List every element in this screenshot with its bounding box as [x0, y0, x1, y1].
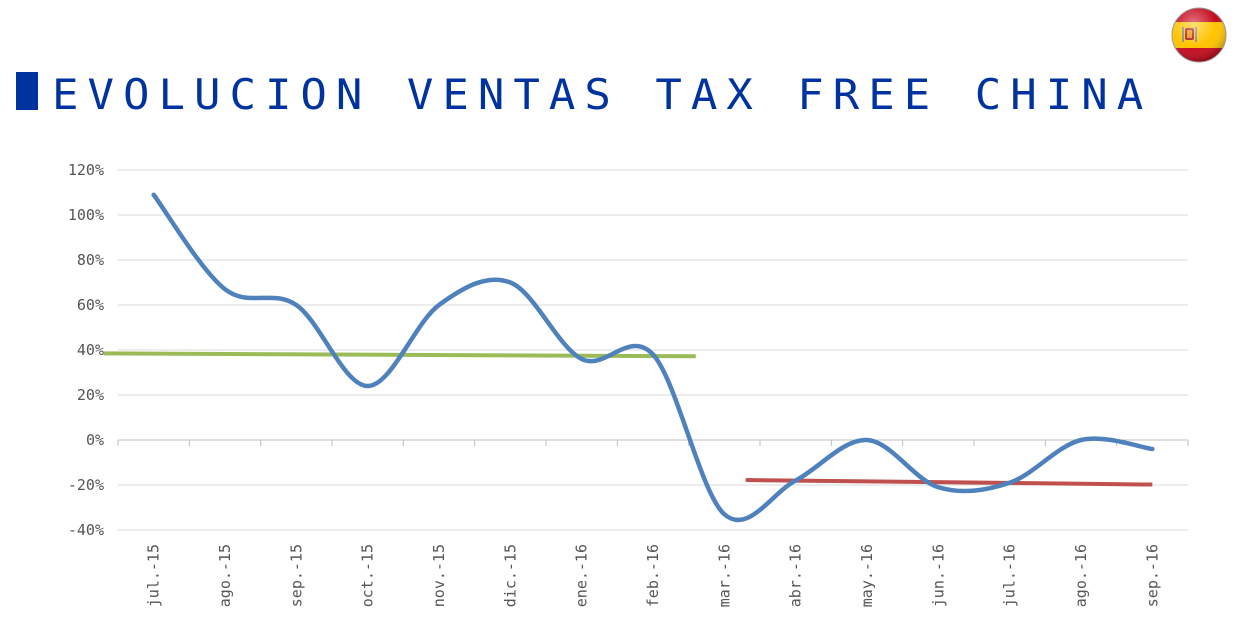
y-tick-label: 100% — [68, 206, 104, 224]
series-layer — [151, 192, 1155, 523]
spain-flag-icon — [1171, 7, 1227, 63]
x-tick-label: may.-16 — [858, 544, 876, 607]
x-axis-ticks: jul.-15 ago.-15 sep.-15 oct.-15 nov.-15 dic.-… — [145, 544, 1162, 607]
x-tick-label: jul.-16 — [1001, 544, 1019, 607]
y-tick-label: 80% — [77, 251, 104, 269]
x-tick-label: feb.-16 — [644, 544, 662, 607]
x-tick-label: sep.-15 — [287, 544, 305, 607]
page-title: EVOLUCION VENTAS TAX FREE CHINA — [52, 70, 1153, 120]
title-accent-block — [16, 72, 38, 110]
x-axis — [117, 439, 1189, 446]
x-tick-label: ago.-16 — [1072, 544, 1090, 607]
x-tick-label: dic.-15 — [501, 544, 519, 607]
y-tick-label: 20% — [77, 386, 104, 404]
chart-grid — [118, 169, 1188, 531]
x-tick-label: jun.-16 — [929, 544, 947, 607]
x-tick-label: mar.-16 — [715, 544, 733, 607]
y-tick-label: 120% — [68, 161, 104, 179]
x-tick-label: sep.-16 — [1143, 544, 1161, 607]
y-tick-label: 40% — [77, 341, 104, 359]
y-tick-label: 0% — [86, 431, 104, 449]
x-tick-label: ago.-15 — [216, 544, 234, 607]
trend-lines — [103, 351, 1153, 487]
x-tick-label: jul.-15 — [145, 544, 163, 607]
y-tick-label: -20% — [68, 476, 104, 494]
series-line — [151, 192, 1155, 523]
x-tick-label: ene.-16 — [573, 544, 591, 607]
x-tick-label: oct.-15 — [359, 544, 377, 607]
y-tick-label: -40% — [68, 521, 104, 539]
y-axis-ticks: -40% -20% 0% 20% 40% 60% 80% 100% 120% — [68, 161, 104, 539]
x-tick-label: abr.-16 — [787, 544, 805, 607]
y-tick-label: 60% — [77, 296, 104, 314]
x-tick-label: nov.-15 — [430, 544, 448, 607]
trend-line — [745, 478, 1153, 487]
